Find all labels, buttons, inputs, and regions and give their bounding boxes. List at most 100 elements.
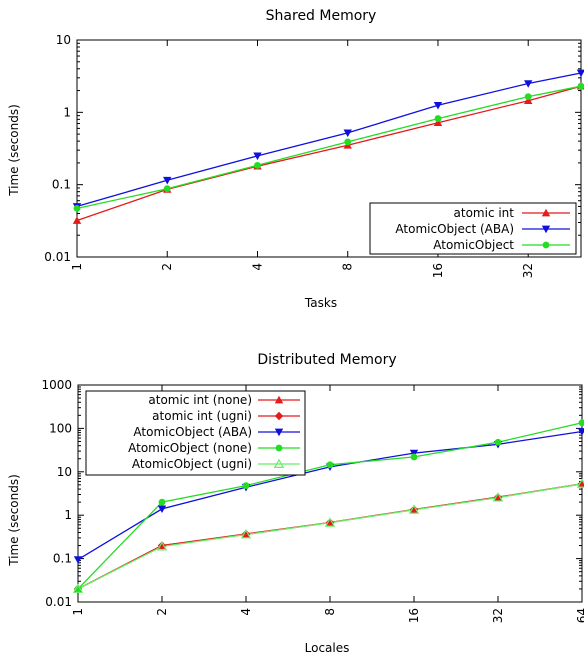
legend: atomic int (none) atomic int (ugni) Atomic…: [85, 390, 306, 476]
y-tick-label: 10: [56, 33, 71, 47]
y-tick-label: 100: [49, 421, 72, 435]
legend-label: AtomicObject (none): [128, 441, 252, 455]
chart-title: Distributed Memory: [257, 352, 396, 368]
data-point: [254, 161, 261, 169]
data-point: [577, 82, 584, 90]
x-tick-label: 64: [575, 608, 584, 623]
data-point: [253, 152, 262, 161]
legend-marker: [542, 241, 550, 249]
series-line: [76, 85, 582, 222]
data-point: [494, 438, 502, 446]
data-point: [163, 185, 171, 193]
data-point: [410, 453, 418, 461]
series-line: [77, 483, 583, 590]
legend-marker: [541, 225, 551, 234]
data-point: [524, 80, 533, 88]
legend-marker: [541, 208, 551, 217]
data-point: [242, 482, 250, 490]
data-point: [72, 216, 82, 224]
data-point: [577, 479, 584, 488]
y-tick-label: 1: [63, 105, 71, 119]
x-tick-label: 1: [70, 263, 84, 271]
legend-marker: [275, 444, 283, 452]
legend-label: AtomicObject (ABA): [395, 222, 514, 236]
data-point: [576, 69, 584, 78]
data-point: [409, 449, 419, 458]
x-ticks: 1 2 4 8 16 32: [70, 40, 535, 278]
x-tick-label: 4: [250, 263, 264, 271]
data-point: [325, 518, 335, 527]
x-ticks: 1 2 4 8 16 32 64: [71, 385, 584, 623]
y-tick-label: 0.01: [45, 595, 72, 609]
data-point: [408, 504, 420, 514]
x-tick-label: 32: [521, 263, 535, 278]
data-point: [326, 461, 334, 469]
data-point: [241, 529, 251, 539]
legend-marker: [273, 458, 285, 468]
series-line: [76, 85, 582, 210]
legend-marker: [274, 395, 284, 404]
x-tick-label: 2: [160, 263, 174, 271]
chart-distributed-memory: Distributed Memory Time (seconds) Locale…: [7, 352, 584, 655]
data-point: [157, 505, 167, 514]
data-point: [73, 556, 83, 564]
legend-label: atomic int (ugni): [152, 409, 252, 423]
legend-marker: [274, 428, 284, 437]
chart-shared-memory: Shared Memory Time (seconds) Tasks 0.010…: [7, 8, 584, 310]
data-point: [524, 93, 532, 101]
y-tick-label: 10: [57, 465, 72, 479]
data-point: [524, 96, 533, 105]
x-tick-label: 16: [431, 263, 445, 278]
data-point: [493, 492, 503, 502]
x-tick-label: 32: [491, 608, 505, 623]
data-point: [72, 583, 84, 593]
data-point: [73, 204, 81, 212]
data-point: [344, 138, 352, 146]
data-point: [578, 419, 584, 427]
series-line: [77, 483, 583, 590]
data-point: [409, 505, 419, 514]
plot-frame: [76, 39, 582, 258]
data-point: [577, 428, 584, 436]
x-tick-label: 8: [323, 608, 337, 616]
series-group: [72, 69, 584, 224]
data-point: [324, 517, 336, 527]
y-tick-label: 0.1: [53, 552, 72, 566]
chart-title: Shared Memory: [266, 8, 377, 24]
x-tick-label: 1: [71, 608, 85, 616]
x-tick-label: 8: [341, 263, 355, 271]
data-point: [163, 176, 172, 185]
legend: atomic int AtomicObject (ABA) AtomicObject: [369, 202, 577, 255]
data-point: [434, 115, 442, 122]
legend-label: AtomicObject (ugni): [132, 457, 252, 471]
x-tick-label: 2: [155, 608, 169, 616]
data-point: [576, 478, 584, 488]
data-point: [492, 492, 504, 502]
series-group: [72, 419, 584, 594]
data-point: [156, 541, 168, 551]
data-point: [433, 101, 443, 110]
series-line: [76, 72, 582, 208]
legend-box: [85, 390, 306, 476]
legend-label: AtomicObject (ABA): [133, 425, 252, 439]
legend-label: atomic int: [454, 206, 515, 220]
y-ticks: 0.01 0.1 1 10: [44, 33, 581, 264]
y-axis-label: Time (seconds): [7, 104, 21, 197]
x-tick-label: 4: [239, 608, 253, 616]
legend-label: AtomicObject: [433, 238, 514, 252]
legend-marker: [274, 411, 284, 421]
y-axis-label: Time (seconds): [7, 474, 21, 567]
data-point: [343, 129, 352, 138]
data-point: [240, 529, 252, 539]
x-axis-label: Locales: [305, 641, 350, 655]
y-ticks: 0.01 0.1 1 10 100 1000: [41, 378, 582, 609]
series-line: [77, 483, 583, 590]
x-axis-label: Tasks: [304, 296, 337, 310]
data-point: [433, 118, 443, 127]
y-tick-label: 1000: [41, 378, 72, 392]
y-tick-label: 1: [64, 508, 72, 522]
x-tick-label: 16: [407, 608, 421, 623]
legend-label: atomic int (none): [148, 393, 252, 407]
y-tick-label: 0.1: [52, 178, 71, 192]
